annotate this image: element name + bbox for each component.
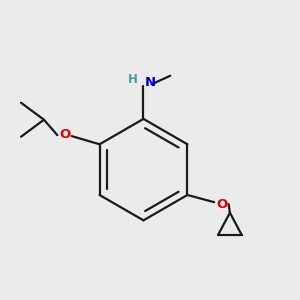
Text: O: O [59, 128, 70, 141]
Text: O: O [216, 198, 228, 211]
Text: N: N [145, 76, 156, 89]
Text: H: H [128, 73, 138, 85]
